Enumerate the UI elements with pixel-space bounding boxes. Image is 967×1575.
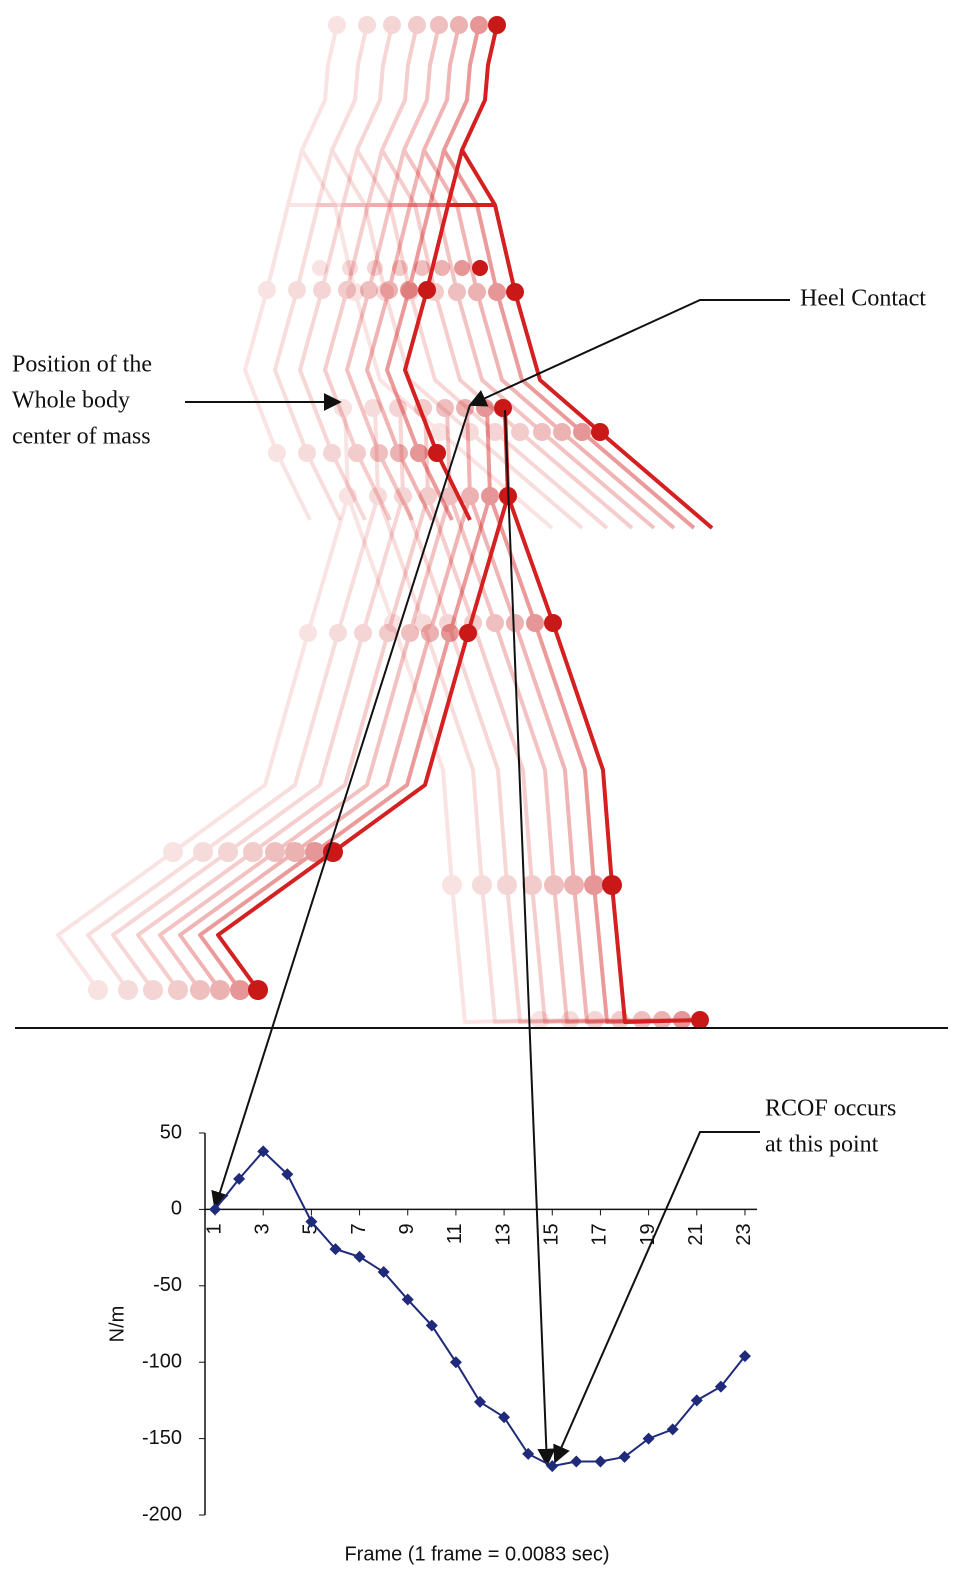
data-point [666, 1423, 679, 1436]
data-point [353, 1250, 366, 1263]
data-point [738, 1350, 751, 1363]
data-point [209, 1203, 222, 1216]
annotation: RCOF occurs [765, 1096, 896, 1122]
x-tick-label: 9 [396, 1223, 418, 1234]
x-tick-label: 7 [348, 1223, 370, 1234]
data-point [570, 1455, 583, 1468]
x-tick-label: 15 [541, 1223, 563, 1245]
x-tick-label: 3 [251, 1223, 273, 1234]
x-tick-label: 23 [733, 1223, 755, 1245]
data-point [714, 1380, 727, 1393]
data-point [425, 1319, 438, 1332]
data-point [474, 1395, 486, 1408]
annotation-arrow [553, 1131, 760, 1464]
data-point [546, 1460, 559, 1473]
x-axis-label: Frame (1 frame = 0.0083 sec) [344, 1543, 609, 1565]
y-tick-label: 50 [160, 1121, 182, 1143]
data-line [214, 1149, 746, 1468]
annotation: center of mass [12, 424, 151, 450]
data-point [257, 1145, 270, 1158]
data-point [401, 1293, 414, 1306]
data-point [449, 1356, 462, 1369]
y-tick-label: -100 [142, 1350, 182, 1372]
stick-figures [56, 14, 714, 1031]
y-tick-label: -50 [153, 1274, 182, 1296]
annotation-arrow [211, 404, 471, 1210]
data-point [642, 1432, 655, 1445]
data-point [522, 1447, 535, 1460]
x-tick-label: 5 [300, 1223, 322, 1234]
annotation: Heel Contact [800, 286, 926, 312]
annotation-arrow [504, 409, 556, 1467]
x-tick-label: 19 [637, 1223, 659, 1245]
data-point [377, 1266, 390, 1279]
data-point [498, 1411, 511, 1424]
x-tick-label: 13 [492, 1223, 514, 1245]
data-point [305, 1215, 318, 1228]
data-point [329, 1243, 342, 1256]
y-tick-label: -200 [142, 1503, 182, 1525]
x-tick-label: 17 [589, 1223, 611, 1245]
x-tick-label: 21 [685, 1223, 707, 1245]
data-point [594, 1455, 607, 1468]
y-axis-label: N/m [106, 1306, 128, 1343]
annotation: Position of the [12, 352, 152, 378]
y-tick-label: -150 [142, 1427, 182, 1449]
y-tick-label: 0 [171, 1198, 182, 1220]
x-tick-label: 11 [444, 1223, 466, 1244]
data-point [281, 1168, 294, 1181]
main-figure [216, 14, 714, 1031]
data-point [618, 1450, 631, 1463]
data-point [233, 1172, 246, 1185]
annotation: Whole body [12, 388, 130, 414]
x-tick-label: 1 [203, 1223, 225, 1234]
annotation: at this point [765, 1132, 879, 1158]
annotation-arrow [468, 299, 790, 407]
data-point [690, 1394, 703, 1407]
